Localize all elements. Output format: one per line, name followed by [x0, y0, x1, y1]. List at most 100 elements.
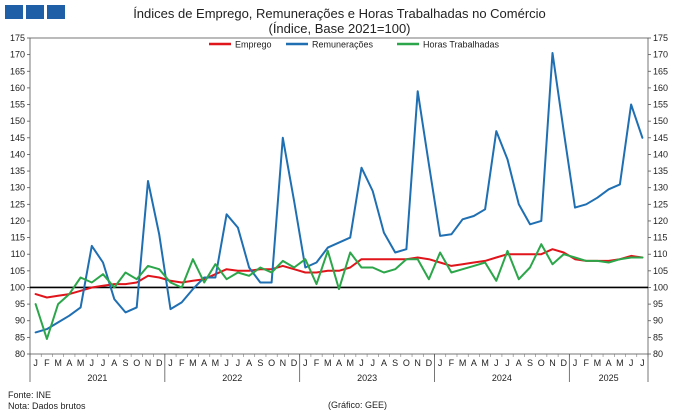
month-label: J — [370, 358, 375, 368]
month-label: S — [392, 358, 398, 368]
y-tick-label-left: 100 — [10, 282, 25, 292]
chart-title: Índices de Emprego, Remunerações e Horas… — [133, 6, 546, 21]
logo-block — [47, 5, 65, 19]
logo-block — [26, 5, 44, 19]
y-tick-label-right: 80 — [653, 349, 663, 359]
y-tick-label-right: 130 — [653, 183, 668, 193]
y-tick-label-left: 170 — [10, 50, 25, 60]
month-label: O — [268, 358, 275, 368]
month-label: S — [257, 358, 263, 368]
y-tick-label-left: 90 — [15, 316, 25, 326]
series-line-emprego — [34, 248, 644, 299]
month-label: J — [573, 358, 578, 368]
month-label: A — [606, 358, 612, 368]
y-tick-label-right: 90 — [653, 316, 663, 326]
credit-note: (Gráfico: GEE) — [328, 400, 388, 410]
month-label: A — [66, 358, 72, 368]
y-tick-label-right: 165 — [653, 66, 668, 76]
month-label: M — [481, 358, 489, 368]
y-tick-label-left: 150 — [10, 116, 25, 126]
month-label: F — [583, 358, 589, 368]
data-note: Nota: Dados brutos — [8, 401, 86, 411]
month-label: J — [101, 358, 106, 368]
y-tick-label-right: 135 — [653, 166, 668, 176]
y-tick-label-left: 140 — [10, 149, 25, 159]
month-label: A — [336, 358, 342, 368]
y-tick-label-right: 110 — [653, 249, 667, 259]
month-label: O — [133, 358, 140, 368]
month-label: J — [303, 358, 308, 368]
month-label: J — [494, 358, 499, 368]
year-label: 2024 — [492, 373, 512, 383]
month-label: J — [168, 358, 173, 368]
month-label: J — [629, 358, 634, 368]
year-label: 2021 — [87, 373, 107, 383]
month-label: M — [616, 358, 624, 368]
month-label: M — [212, 358, 220, 368]
month-label: J — [90, 358, 95, 368]
month-label: A — [471, 358, 477, 368]
plot-frame — [29, 37, 649, 355]
month-label: S — [123, 358, 129, 368]
month-label: M — [324, 358, 332, 368]
month-label: A — [201, 358, 207, 368]
y-tick-label-left: 165 — [10, 66, 25, 76]
month-label: F — [314, 358, 320, 368]
y-tick-label-right: 125 — [653, 199, 668, 209]
month-label: M — [189, 358, 197, 368]
y-tick-label-right: 145 — [653, 133, 668, 143]
month-label: A — [381, 358, 387, 368]
y-tick-label-left: 160 — [10, 83, 25, 93]
month-label: J — [33, 358, 38, 368]
year-label: 2025 — [599, 373, 619, 383]
y-tick-label-right: 115 — [653, 233, 667, 243]
source-note: Fonte: INE — [8, 390, 52, 400]
legend-label: Emprego — [235, 40, 272, 50]
y-tick-label-left: 135 — [10, 166, 25, 176]
chart-subtitle: (Índice, Base 2021=100) — [268, 21, 411, 36]
month-label: J — [359, 358, 364, 368]
y-tick-label-left: 85 — [15, 332, 25, 342]
month-label: J — [505, 358, 510, 368]
y-tick-label-left: 145 — [10, 133, 25, 143]
y-tick-label-right: 95 — [653, 299, 663, 309]
brand-logo — [5, 5, 65, 19]
month-label: F — [179, 358, 185, 368]
month-label: M — [346, 358, 354, 368]
month-label: N — [414, 358, 421, 368]
series-line-remunerações — [34, 52, 644, 334]
y-tick-label-left: 155 — [10, 100, 25, 110]
month-label: D — [560, 358, 567, 368]
month-label: M — [54, 358, 62, 368]
year-label: 2023 — [357, 373, 377, 383]
y-tick-label-right: 155 — [653, 100, 668, 110]
y-tick-label-left: 125 — [10, 199, 25, 209]
y-tick-label-left: 175 — [10, 33, 25, 43]
month-label: J — [438, 358, 443, 368]
month-label: A — [111, 358, 117, 368]
y-tick-label-right: 120 — [653, 216, 668, 226]
month-label: F — [449, 358, 455, 368]
month-label: S — [527, 358, 533, 368]
month-label: D — [291, 358, 298, 368]
year-label: 2022 — [222, 373, 242, 383]
month-label: O — [403, 358, 410, 368]
month-label: O — [538, 358, 545, 368]
y-tick-label-right: 105 — [653, 266, 668, 276]
month-label: D — [426, 358, 433, 368]
month-label: M — [77, 358, 85, 368]
month-label: F — [44, 358, 50, 368]
month-label: J — [640, 358, 645, 368]
month-label: J — [224, 358, 229, 368]
month-label: N — [280, 358, 287, 368]
y-tick-label-left: 105 — [10, 266, 25, 276]
y-tick-label-right: 175 — [653, 33, 668, 43]
y-tick-label-left: 130 — [10, 183, 25, 193]
month-label: D — [156, 358, 163, 368]
y-tick-label-right: 140 — [653, 149, 668, 159]
legend-label: Horas Trabalhadas — [423, 40, 500, 50]
y-tick-label-left: 110 — [11, 249, 25, 259]
month-label: M — [594, 358, 602, 368]
logo-block — [5, 5, 23, 19]
